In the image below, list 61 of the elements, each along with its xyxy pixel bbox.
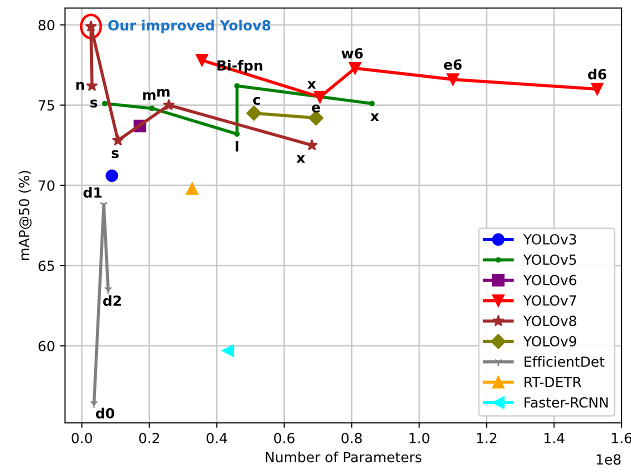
annotation: e6 bbox=[444, 59, 462, 70]
annotation: x bbox=[296, 155, 306, 163]
point bbox=[106, 169, 118, 182]
point bbox=[102, 100, 108, 106]
legend-label: EfficientDet bbox=[524, 356, 604, 367]
legend-label: Faster-RCNN bbox=[524, 397, 608, 408]
legend-label: YOLOv5 bbox=[523, 254, 576, 265]
point bbox=[369, 100, 375, 106]
y-axis-title: mAP@50 (%) bbox=[18, 170, 32, 260]
y-tick-label: 75 bbox=[38, 100, 54, 111]
legend-label: RT-DETR bbox=[524, 376, 582, 388]
x-tick-label: 0.6 bbox=[274, 432, 294, 444]
point bbox=[234, 83, 240, 89]
y-tick-label: 80 bbox=[38, 20, 54, 30]
point bbox=[234, 131, 240, 137]
point bbox=[112, 134, 124, 146]
annotation: x bbox=[370, 113, 379, 122]
y-tick-label: 70 bbox=[38, 180, 54, 191]
annotation: w6 bbox=[342, 48, 363, 59]
annotation: c bbox=[253, 96, 260, 105]
annotation: Our improved Yolov8 bbox=[108, 20, 270, 34]
annotation: m bbox=[143, 92, 156, 100]
point bbox=[186, 182, 198, 195]
annotation: d2 bbox=[103, 295, 121, 306]
x-axis-title: Number of Parameters bbox=[266, 452, 422, 462]
annotation: s bbox=[112, 150, 119, 158]
point bbox=[90, 400, 98, 408]
x-tick-label: 1.4 bbox=[544, 433, 564, 444]
annotation: e bbox=[312, 104, 320, 112]
annotation: d1 bbox=[83, 187, 102, 198]
point bbox=[149, 106, 155, 112]
x-tick-label: 1.2 bbox=[477, 432, 496, 444]
point bbox=[314, 90, 326, 104]
annotation: m bbox=[157, 88, 170, 97]
legend-label: YOLOv9 bbox=[523, 336, 576, 347]
point bbox=[348, 62, 362, 74]
point bbox=[446, 73, 460, 86]
x-tick-label: 0.8 bbox=[342, 432, 362, 444]
point bbox=[104, 286, 112, 295]
point bbox=[196, 54, 208, 66]
point bbox=[222, 344, 234, 357]
legend-label: YOLOv7 bbox=[523, 295, 576, 306]
x-tick-label: 0.0 bbox=[72, 432, 92, 444]
point bbox=[591, 82, 604, 96]
annotation: d6 bbox=[588, 68, 606, 80]
annotation: x bbox=[307, 81, 316, 89]
annotation: d0 bbox=[96, 408, 114, 419]
point bbox=[246, 106, 262, 121]
point bbox=[162, 98, 175, 110]
x-tick-label: 1.0 bbox=[410, 432, 430, 444]
y-tick-label: 60 bbox=[38, 340, 54, 352]
annotation: n bbox=[76, 82, 84, 90]
x-tick-label: 0.2 bbox=[139, 432, 159, 444]
legend-label: YOLOv3 bbox=[523, 234, 576, 245]
annotation: l bbox=[236, 140, 238, 152]
y-tick-label: 65 bbox=[38, 260, 54, 272]
legend-label: YOLOv6 bbox=[523, 274, 576, 286]
x-tick-label: 0.4 bbox=[206, 432, 228, 444]
text: 1e8 bbox=[596, 454, 621, 465]
annotation: s bbox=[90, 100, 98, 108]
legend-label: YOLOv8 bbox=[523, 316, 576, 326]
